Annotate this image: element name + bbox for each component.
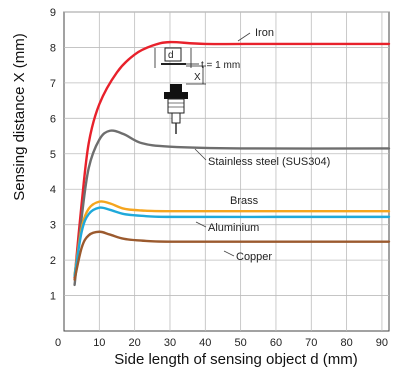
y-tick-label-8: 8 bbox=[50, 42, 56, 54]
series-label-aluminium: Aluminium bbox=[208, 222, 259, 234]
x-tick-label-50: 50 bbox=[235, 337, 247, 349]
x-tick-label-30: 30 bbox=[164, 337, 176, 349]
sensor-head-icon bbox=[170, 84, 182, 92]
series-label-iron: Iron bbox=[255, 27, 274, 39]
x-tick-label-0: 0 bbox=[55, 337, 61, 349]
x-tick-label-10: 10 bbox=[93, 337, 105, 349]
y-tick-label-4: 4 bbox=[50, 184, 56, 196]
series-label-brass: Brass bbox=[230, 195, 259, 207]
x-tick-label-60: 60 bbox=[270, 337, 282, 349]
y-tick-label-5: 5 bbox=[50, 149, 56, 161]
x-tick-label-20: 20 bbox=[129, 337, 141, 349]
series-line-aluminium bbox=[73, 206, 391, 278]
grid bbox=[64, 11, 389, 331]
target-plate-icon bbox=[164, 47, 182, 62]
y-tick-label-2: 2 bbox=[50, 255, 56, 267]
series-line-copper bbox=[73, 230, 391, 281]
series-label-copper: Copper bbox=[236, 251, 272, 263]
sensor-tail-icon bbox=[171, 112, 181, 124]
sensor-nut-icon bbox=[164, 92, 188, 99]
x-axis-label: Side length of sensing object d (mm) bbox=[114, 351, 357, 368]
x-tick-label-80: 80 bbox=[340, 337, 352, 349]
series-labels: Iron Stainless steel (SUS304) Brass Alum… bbox=[208, 27, 330, 263]
leader-copper bbox=[223, 250, 235, 257]
series-label-stainless: Stainless steel (SUS304) bbox=[208, 156, 330, 168]
label-leaders bbox=[194, 32, 251, 257]
d-label: d bbox=[168, 50, 174, 61]
y-tick-label-6: 6 bbox=[50, 113, 56, 125]
y-axis-label: Sensing distance X (mm) bbox=[11, 33, 28, 201]
x-label: X bbox=[194, 72, 201, 83]
series-line-iron bbox=[73, 40, 391, 280]
y-tick-label-3: 3 bbox=[50, 220, 56, 232]
series-line-brass bbox=[73, 200, 391, 276]
series-layer bbox=[73, 40, 391, 287]
sensor-diagram: d t = 1 mm X bbox=[154, 47, 240, 134]
x-tick-label-70: 70 bbox=[305, 337, 317, 349]
ticks: 0 10 20 30 40 50 60 70 80 90 1 2 3 4 5 6 7 8 9 bbox=[50, 7, 388, 349]
series-line-stainless-steel-sus304 bbox=[73, 129, 391, 287]
t-label: t = 1 mm bbox=[201, 60, 240, 71]
plot-area bbox=[63, 11, 390, 332]
x-tick-label-40: 40 bbox=[199, 337, 211, 349]
leader-stainless bbox=[194, 148, 207, 161]
y-tick-label-1: 1 bbox=[50, 291, 56, 303]
y-tick-label-7: 7 bbox=[50, 78, 56, 90]
y-tick-label-9: 9 bbox=[50, 7, 56, 19]
leader-aluminium bbox=[195, 221, 207, 228]
leader-iron bbox=[237, 32, 251, 42]
sensor-body-icon bbox=[167, 98, 185, 114]
x-tick-label-90: 90 bbox=[376, 337, 388, 349]
